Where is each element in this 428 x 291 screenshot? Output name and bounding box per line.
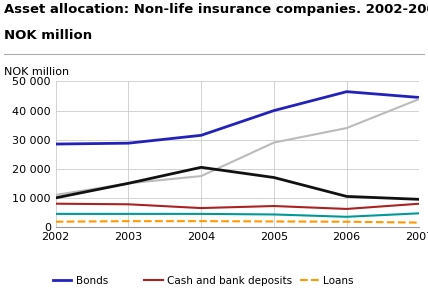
Certificates [53, 196, 58, 200]
Shares [53, 193, 58, 197]
Legend: Bonds, Certificates, Cash and bank deposits, Shares, Loans, Land and buildings: Bonds, Certificates, Cash and bank depos… [53, 276, 422, 291]
Cash and bank deposits [53, 202, 58, 205]
Certificates [344, 195, 349, 198]
Shares [271, 141, 276, 144]
Loans [417, 221, 422, 224]
Bonds [344, 90, 349, 93]
Land and buildings [271, 213, 276, 216]
Line: Cash and bank deposits: Cash and bank deposits [56, 204, 419, 209]
Certificates [417, 198, 422, 201]
Certificates [271, 176, 276, 179]
Shares [417, 97, 422, 101]
Loans [53, 220, 58, 223]
Cash and bank deposits [417, 202, 422, 205]
Loans [126, 219, 131, 223]
Cash and bank deposits [271, 204, 276, 208]
Bonds [199, 134, 204, 137]
Shares [344, 126, 349, 130]
Land and buildings [53, 212, 58, 216]
Text: NOK million: NOK million [4, 67, 69, 77]
Line: Shares: Shares [56, 99, 419, 195]
Bonds [417, 96, 422, 99]
Cash and bank deposits [126, 203, 131, 206]
Shares [126, 182, 131, 185]
Line: Certificates: Certificates [56, 167, 419, 199]
Line: Land and buildings: Land and buildings [56, 213, 419, 217]
Bonds [126, 141, 131, 145]
Bonds [271, 109, 276, 112]
Loans [271, 220, 276, 223]
Bonds [53, 142, 58, 146]
Cash and bank deposits [344, 207, 349, 211]
Cash and bank deposits [199, 206, 204, 210]
Land and buildings [344, 215, 349, 219]
Text: NOK million: NOK million [4, 29, 92, 42]
Loans [344, 220, 349, 223]
Line: Bonds: Bonds [56, 92, 419, 144]
Land and buildings [199, 212, 204, 216]
Line: Loans: Loans [56, 221, 419, 223]
Certificates [199, 166, 204, 169]
Loans [199, 219, 204, 223]
Land and buildings [126, 212, 131, 216]
Shares [199, 174, 204, 178]
Certificates [126, 182, 131, 185]
Text: Asset allocation: Non-life insurance companies. 2002-2007.: Asset allocation: Non-life insurance com… [4, 3, 428, 16]
Land and buildings [417, 212, 422, 215]
